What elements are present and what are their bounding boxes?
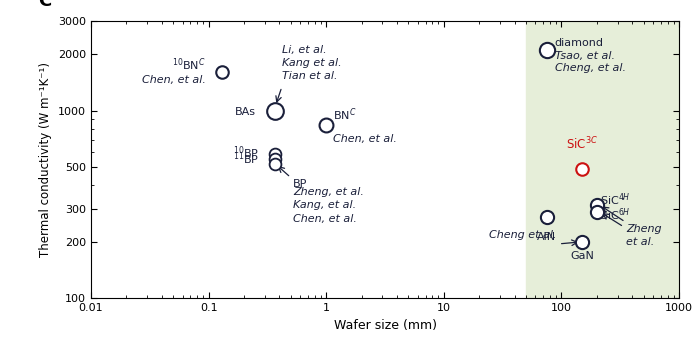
Text: SiC$^{3C}$: SiC$^{3C}$ [566, 136, 598, 152]
Text: BN$^C$: BN$^C$ [333, 106, 357, 123]
Text: Cheng et al.: Cheng et al. [489, 230, 556, 240]
Text: C: C [38, 0, 51, 10]
Text: GaN: GaN [570, 251, 594, 261]
Text: Chen, et al.: Chen, et al. [142, 75, 206, 85]
Text: BAs: BAs [234, 107, 255, 117]
Text: Tian et al.: Tian et al. [282, 71, 337, 81]
Y-axis label: Thermal conductivity (W m⁻¹K⁻¹): Thermal conductivity (W m⁻¹K⁻¹) [39, 62, 52, 257]
Text: et al.: et al. [626, 237, 655, 247]
Text: Kang et al.: Kang et al. [282, 58, 342, 68]
Text: Zheng, et al.: Zheng, et al. [293, 187, 364, 197]
Text: AlN: AlN [537, 232, 556, 242]
Text: Chen, et al.: Chen, et al. [293, 214, 357, 224]
Text: Kang, et al.: Kang, et al. [293, 200, 356, 210]
Text: $^{10}$BN$^C$: $^{10}$BN$^C$ [172, 57, 206, 73]
Text: Tsao, et al.: Tsao, et al. [555, 51, 615, 61]
Text: diamond: diamond [555, 38, 604, 48]
Text: Cheng, et al.: Cheng, et al. [555, 63, 626, 73]
Text: $^{10}$BP: $^{10}$BP [233, 144, 259, 160]
Text: $^{11}$BP: $^{11}$BP [233, 150, 259, 167]
Bar [526, 21, 700, 298]
Text: Chen, et al.: Chen, et al. [333, 133, 397, 144]
Text: Zheng: Zheng [626, 224, 662, 234]
Text: SiC$^{6H}$: SiC$^{6H}$ [601, 207, 631, 223]
X-axis label: Wafer size (mm): Wafer size (mm) [333, 319, 437, 332]
Text: Li, et al.: Li, et al. [282, 45, 326, 55]
Text: BP: BP [293, 179, 307, 190]
Text: SiC$^{4H}$: SiC$^{4H}$ [601, 192, 631, 208]
